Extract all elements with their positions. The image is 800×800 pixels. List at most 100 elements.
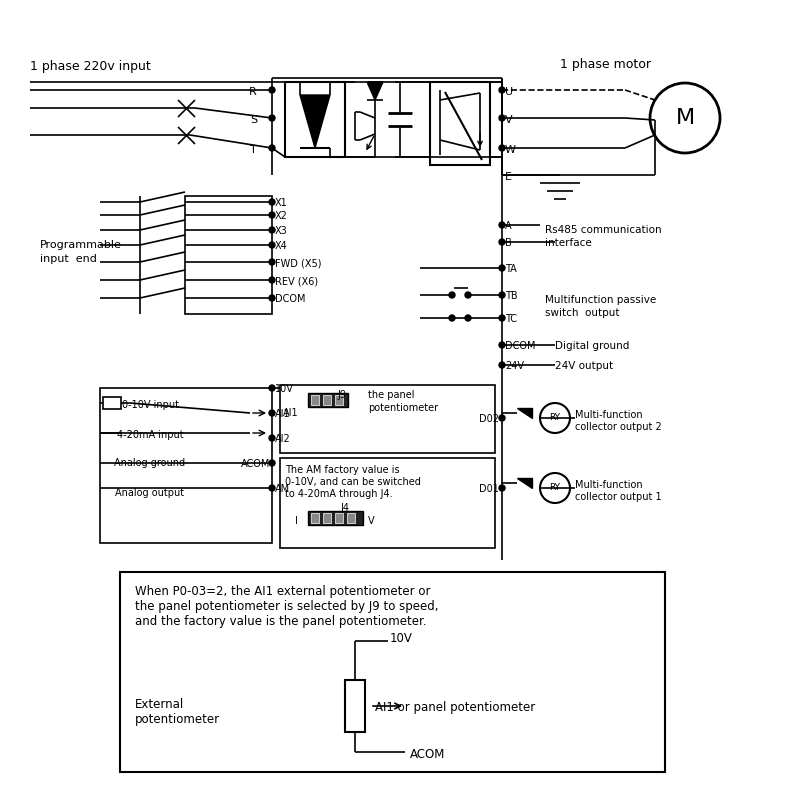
- Bar: [100, 388, 272, 543]
- Text: collector output 2: collector output 2: [575, 422, 662, 432]
- Text: 10V: 10V: [390, 632, 413, 645]
- Text: S: S: [250, 115, 257, 125]
- Circle shape: [499, 415, 505, 421]
- Circle shape: [269, 212, 275, 218]
- Polygon shape: [517, 408, 532, 418]
- Text: Analog output: Analog output: [115, 488, 185, 498]
- Text: input  end: input end: [40, 254, 97, 264]
- Text: REV (X6): REV (X6): [275, 276, 318, 286]
- Circle shape: [499, 362, 505, 368]
- Text: T: T: [250, 145, 257, 155]
- Text: TA: TA: [505, 264, 517, 274]
- Bar: [323, 395, 331, 405]
- Text: 0-10V input: 0-10V input: [122, 400, 178, 410]
- Text: 10V: 10V: [275, 384, 294, 394]
- Bar: [103, 397, 121, 409]
- Circle shape: [269, 115, 275, 121]
- Circle shape: [499, 145, 505, 151]
- Text: J9: J9: [337, 390, 346, 400]
- Text: X3: X3: [275, 226, 288, 236]
- Text: Multifunction passive: Multifunction passive: [545, 295, 656, 305]
- Text: the panel potentiometer is selected by J9 to speed,: the panel potentiometer is selected by J…: [135, 600, 438, 613]
- Circle shape: [269, 385, 275, 391]
- Circle shape: [540, 473, 570, 503]
- Text: DCOM: DCOM: [505, 341, 535, 351]
- Text: The AM factory value is: The AM factory value is: [285, 465, 400, 475]
- Polygon shape: [517, 478, 532, 488]
- Text: 24V: 24V: [505, 361, 524, 371]
- Text: the panel: the panel: [368, 390, 414, 400]
- Polygon shape: [367, 82, 383, 100]
- Bar: [311, 513, 319, 523]
- Text: TC: TC: [505, 314, 517, 324]
- Text: R: R: [250, 87, 257, 97]
- Text: Digital ground: Digital ground: [555, 341, 630, 351]
- Text: FWD (X5): FWD (X5): [275, 258, 322, 268]
- Text: X1: X1: [275, 198, 288, 208]
- Text: 1 phase motor: 1 phase motor: [560, 58, 651, 71]
- Text: AI1: AI1: [283, 408, 298, 418]
- Text: RY: RY: [550, 483, 561, 493]
- Text: ACOM: ACOM: [241, 459, 270, 469]
- Bar: [308, 511, 363, 525]
- Text: and the factory value is the panel potentiometer.: and the factory value is the panel poten…: [135, 615, 426, 628]
- Text: AI1: AI1: [275, 409, 290, 419]
- Polygon shape: [300, 95, 330, 148]
- Text: Multi-function: Multi-function: [575, 410, 642, 420]
- Circle shape: [499, 239, 505, 245]
- Text: A: A: [505, 221, 512, 231]
- Circle shape: [499, 292, 505, 298]
- Text: W: W: [505, 145, 516, 155]
- Text: Analog ground: Analog ground: [114, 458, 186, 468]
- Text: interface: interface: [545, 238, 592, 248]
- Circle shape: [269, 485, 275, 491]
- Text: switch  output: switch output: [545, 308, 619, 318]
- Text: 24V output: 24V output: [555, 361, 613, 371]
- Circle shape: [269, 199, 275, 205]
- Circle shape: [499, 315, 505, 321]
- Text: B: B: [505, 238, 512, 248]
- Circle shape: [540, 403, 570, 433]
- Text: External: External: [135, 698, 184, 711]
- Bar: [347, 513, 355, 523]
- Circle shape: [269, 259, 275, 265]
- Bar: [335, 513, 343, 523]
- Text: X2: X2: [275, 211, 288, 221]
- Text: collector output 1: collector output 1: [575, 492, 662, 502]
- Bar: [345, 680, 365, 732]
- Bar: [323, 513, 331, 523]
- Circle shape: [269, 145, 275, 151]
- Bar: [430, 82, 490, 165]
- Circle shape: [269, 227, 275, 233]
- Text: 0-10V, and can be switched: 0-10V, and can be switched: [285, 477, 421, 487]
- Circle shape: [499, 342, 505, 348]
- Text: When P0-03=2, the AI1 external potentiometer or: When P0-03=2, the AI1 external potentiom…: [135, 585, 430, 598]
- Text: I: I: [295, 516, 298, 526]
- Circle shape: [449, 292, 455, 298]
- Text: RY: RY: [550, 414, 561, 422]
- Text: TB: TB: [505, 291, 518, 301]
- Bar: [185, 196, 272, 314]
- Text: U: U: [505, 87, 513, 97]
- Text: 1 phase 220v input: 1 phase 220v input: [30, 60, 150, 73]
- Circle shape: [269, 242, 275, 248]
- Circle shape: [499, 87, 505, 93]
- Text: V: V: [368, 516, 374, 526]
- Text: X4: X4: [275, 241, 288, 251]
- Text: D01: D01: [479, 484, 499, 494]
- Circle shape: [269, 435, 275, 441]
- Circle shape: [269, 277, 275, 283]
- Text: Multi-function: Multi-function: [575, 480, 642, 490]
- Bar: [308, 393, 348, 407]
- Circle shape: [465, 292, 471, 298]
- Bar: [311, 395, 319, 405]
- Circle shape: [449, 315, 455, 321]
- Bar: [120, 572, 665, 772]
- Bar: [285, 82, 345, 157]
- Text: V: V: [505, 115, 513, 125]
- Text: Programmable: Programmable: [40, 240, 122, 250]
- Bar: [335, 395, 343, 405]
- Text: 4-20mA input: 4-20mA input: [117, 430, 183, 440]
- Text: DCOM: DCOM: [275, 294, 306, 304]
- Circle shape: [499, 485, 505, 491]
